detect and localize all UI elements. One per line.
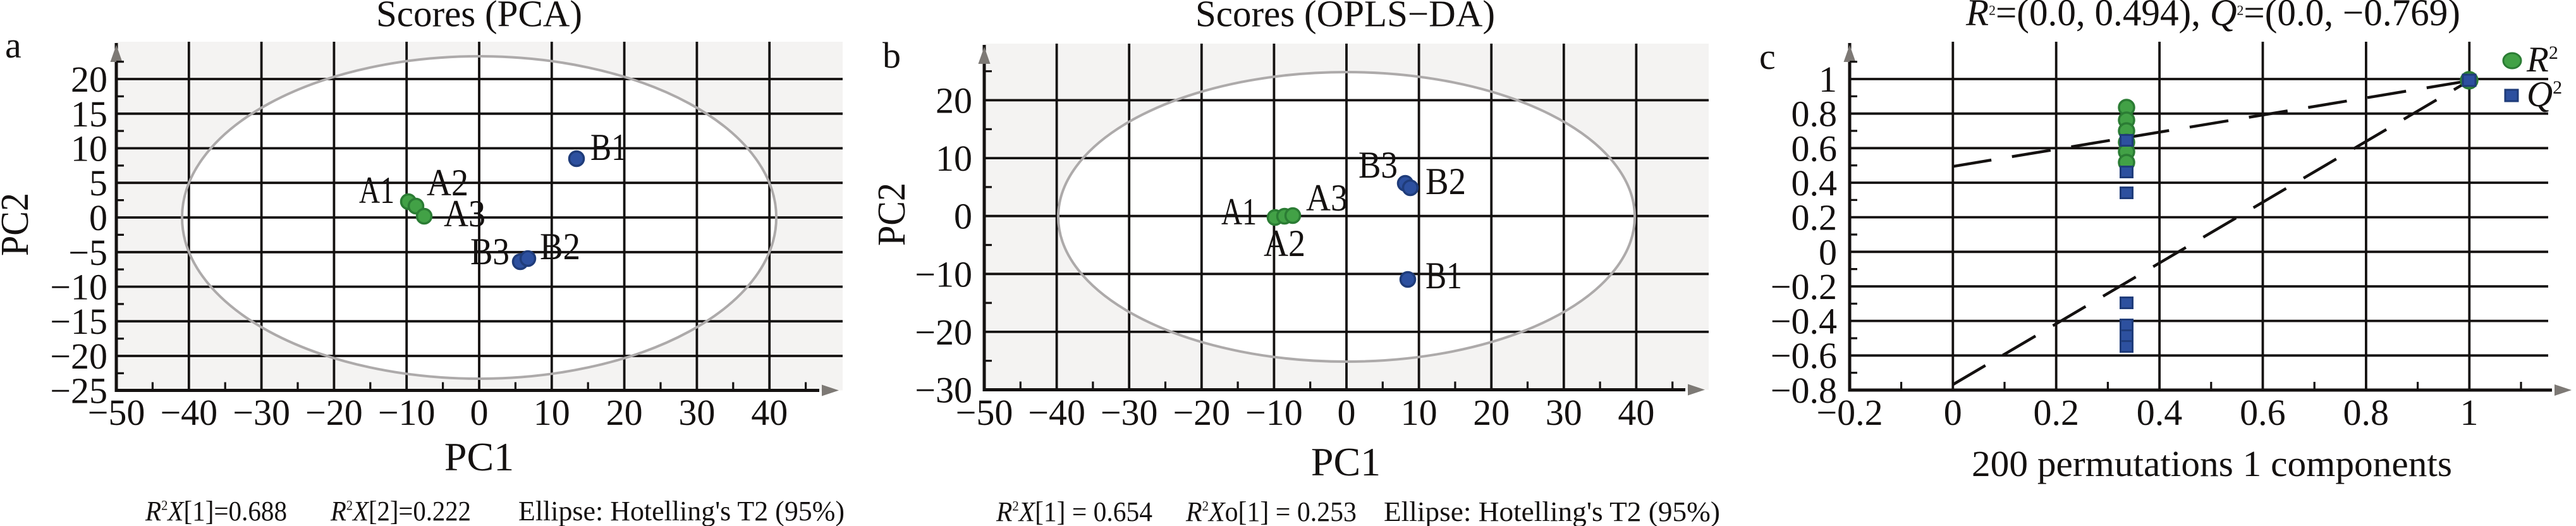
svg-text:−20: −20 xyxy=(305,392,363,433)
svg-text:−50: −50 xyxy=(956,392,1013,433)
svg-text:−40: −40 xyxy=(1028,392,1085,433)
svg-text:R2​X[1]=0.688: R2​X[1]=0.688 xyxy=(145,496,287,526)
svg-text:A3: A3 xyxy=(444,193,485,235)
svg-text:Scores (OPLS−DA): Scores (OPLS−DA) xyxy=(1195,0,1495,35)
svg-text:20: 20 xyxy=(606,392,643,433)
svg-text:−10: −10 xyxy=(1245,392,1303,433)
svg-text:b: b xyxy=(882,35,901,76)
svg-text:−50: −50 xyxy=(88,392,145,433)
svg-text:PC1: PC1 xyxy=(1311,439,1381,484)
svg-text:−25: −25 xyxy=(50,370,107,412)
svg-text:−20: −20 xyxy=(915,312,972,353)
svg-text:−0.2: −0.2 xyxy=(1816,392,1883,433)
svg-text:B1: B1 xyxy=(590,126,627,168)
svg-text:R2​X[1] = 0.654: R2​X[1] = 0.654 xyxy=(996,496,1152,526)
svg-text:−30: −30 xyxy=(915,370,972,411)
svg-text:0: 0 xyxy=(470,392,489,433)
svg-text:−20: −20 xyxy=(50,336,107,377)
svg-text:c: c xyxy=(1759,36,1776,77)
svg-text:−15: −15 xyxy=(50,301,107,342)
svg-text:40: 40 xyxy=(751,392,788,433)
svg-text:−0.8: −0.8 xyxy=(1771,370,1837,411)
svg-text:B3: B3 xyxy=(470,231,510,272)
svg-text:5: 5 xyxy=(89,162,107,204)
svg-text:0.4: 0.4 xyxy=(2137,392,2183,433)
svg-text:30: 30 xyxy=(1546,392,1582,433)
svg-text:20: 20 xyxy=(1473,392,1510,433)
svg-text:10: 10 xyxy=(1401,392,1438,433)
svg-text:0: 0 xyxy=(1819,231,1837,272)
svg-text:0: 0 xyxy=(89,197,107,238)
svg-text:R2​Xo[1] = 0.253: R2​Xo[1] = 0.253 xyxy=(1185,496,1357,526)
svg-text:10: 10 xyxy=(534,392,570,433)
svg-text:30: 30 xyxy=(678,392,715,433)
svg-text:−5: −5 xyxy=(68,232,107,273)
svg-text:0: 0 xyxy=(1338,392,1356,433)
svg-text:Ellipse: Hotelling's T2 (95%): Ellipse: Hotelling's T2 (95%) xyxy=(518,496,845,526)
svg-text:Scores (PCA): Scores (PCA) xyxy=(376,0,582,35)
svg-text:0.8: 0.8 xyxy=(2343,392,2389,433)
svg-text:0: 0 xyxy=(954,196,972,237)
svg-text:A2: A2 xyxy=(1264,223,1305,264)
svg-text:Ellipse: Hotelling's T2 (95%): Ellipse: Hotelling's T2 (95%) xyxy=(1384,496,1720,526)
svg-text:A1: A1 xyxy=(359,169,394,211)
svg-text:0.4: 0.4 xyxy=(1792,162,1838,204)
svg-text:A2: A2 xyxy=(427,162,468,204)
svg-text:0.8: 0.8 xyxy=(1792,94,1838,135)
svg-text:10: 10 xyxy=(71,128,107,169)
svg-text:−30: −30 xyxy=(1101,392,1158,433)
svg-text:−10: −10 xyxy=(915,254,972,295)
svg-text:−0.6: −0.6 xyxy=(1771,335,1837,376)
svg-text:Q2​: Q2​ xyxy=(2527,75,2562,114)
svg-text:0: 0 xyxy=(1944,392,1962,433)
svg-text:B1: B1 xyxy=(1425,255,1462,297)
svg-text:15: 15 xyxy=(71,94,107,135)
svg-text:B2: B2 xyxy=(1425,161,1466,202)
svg-text:B3: B3 xyxy=(1358,144,1398,186)
svg-text:−30: −30 xyxy=(233,392,290,433)
svg-text:0.2: 0.2 xyxy=(2033,392,2079,433)
svg-text:0.6: 0.6 xyxy=(1792,128,1838,169)
svg-text:PC1: PC1 xyxy=(444,434,514,479)
svg-text:R2​: R2​ xyxy=(2526,40,2558,80)
svg-text:40: 40 xyxy=(1618,392,1654,433)
svg-text:−0.4: −0.4 xyxy=(1771,301,1837,342)
svg-text:10: 10 xyxy=(936,138,972,179)
svg-text:−0.2: −0.2 xyxy=(1771,266,1837,307)
svg-text:R2​X[2]=0.222: R2​X[2]=0.222 xyxy=(330,496,471,526)
svg-text:a: a xyxy=(5,25,21,66)
svg-text:200 permutations 1 components: 200 permutations 1 components xyxy=(1972,443,2452,484)
svg-text:0.6: 0.6 xyxy=(2240,392,2286,433)
svg-text:−20: −20 xyxy=(1173,392,1230,433)
svg-text:B2: B2 xyxy=(540,226,580,267)
svg-text:PC2: PC2 xyxy=(0,193,37,256)
svg-text:PC2: PC2 xyxy=(870,183,913,246)
svg-text:20: 20 xyxy=(936,80,972,121)
svg-text:−10: −10 xyxy=(378,392,436,433)
svg-text:A1: A1 xyxy=(1221,191,1257,233)
svg-text:−40: −40 xyxy=(160,392,217,433)
svg-text:0.2: 0.2 xyxy=(1792,197,1838,238)
svg-text:R2​=(0.0, 0.494), Q2​=(0.0, −0: R2​=(0.0, 0.494), Q2​=(0.0, −0.769) xyxy=(1965,0,2460,34)
svg-text:−10: −10 xyxy=(50,267,107,308)
svg-text:A3: A3 xyxy=(1306,177,1348,219)
svg-text:1: 1 xyxy=(2460,392,2479,433)
svg-text:20: 20 xyxy=(71,59,107,100)
svg-text:1: 1 xyxy=(1819,59,1837,100)
